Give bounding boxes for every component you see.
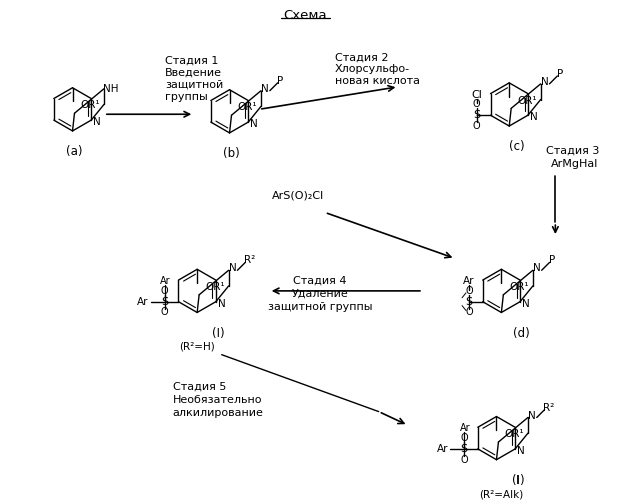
Text: ArS(O)₂Cl: ArS(O)₂Cl — [272, 190, 324, 200]
Text: Ar: Ar — [160, 276, 171, 286]
Text: OR¹: OR¹ — [205, 282, 225, 292]
Text: N: N — [261, 84, 269, 94]
Text: (I): (I) — [212, 326, 225, 340]
Text: Хлорсульфо-: Хлорсульфо- — [335, 64, 410, 74]
Text: S: S — [473, 110, 481, 120]
Text: Ar: Ar — [437, 444, 448, 454]
Text: (I): (I) — [512, 474, 524, 487]
Text: O: O — [465, 286, 473, 296]
Text: N: N — [517, 446, 525, 456]
Text: S: S — [161, 296, 168, 306]
Text: алкилирование: алкилирование — [173, 408, 263, 418]
Text: N: N — [93, 117, 101, 127]
Text: OR¹: OR¹ — [517, 96, 537, 106]
Text: (c): (c) — [509, 140, 525, 153]
Text: Стадия 5: Стадия 5 — [173, 382, 226, 392]
Text: (b): (b) — [223, 147, 240, 160]
Text: O: O — [465, 308, 473, 318]
Text: Стадия 2: Стадия 2 — [335, 52, 388, 62]
Text: OR¹: OR¹ — [504, 429, 524, 439]
Text: N: N — [541, 77, 548, 87]
Text: O: O — [460, 454, 468, 464]
Text: Введение: Введение — [165, 68, 222, 78]
Text: N: N — [218, 298, 225, 308]
Text: Удаление: Удаление — [291, 289, 348, 299]
Text: P: P — [557, 69, 563, 79]
Text: Ar: Ar — [463, 276, 474, 286]
Text: Стадия 4: Стадия 4 — [293, 276, 347, 286]
Text: S: S — [460, 444, 468, 454]
Text: защитной: защитной — [165, 80, 223, 90]
Text: O: O — [161, 308, 168, 318]
Text: O: O — [161, 286, 168, 296]
Text: ArMgHal: ArMgHal — [550, 160, 598, 170]
Text: (d): (d) — [512, 326, 529, 340]
Text: Cl: Cl — [471, 90, 483, 100]
Text: N: N — [229, 264, 237, 274]
Text: N: N — [250, 119, 258, 129]
Text: группы: группы — [165, 92, 207, 102]
Text: NH: NH — [103, 84, 119, 94]
Text: (R²=H): (R²=H) — [179, 342, 215, 352]
Text: P: P — [278, 76, 284, 86]
Text: OR¹: OR¹ — [237, 102, 257, 113]
Text: OR¹: OR¹ — [80, 100, 100, 110]
Text: Стадия 3: Стадия 3 — [545, 146, 599, 156]
Text: Ar: Ar — [137, 296, 149, 306]
Text: I: I — [517, 474, 520, 487]
Text: O: O — [473, 100, 481, 110]
Text: R²: R² — [543, 402, 554, 412]
Text: (a): (a) — [66, 145, 83, 158]
Text: Необязательно: Необязательно — [173, 395, 262, 405]
Text: Ar: Ar — [460, 424, 470, 434]
Text: O: O — [460, 433, 468, 443]
Text: Схема: Схема — [283, 8, 327, 22]
Text: N: N — [530, 112, 538, 122]
Text: N: N — [522, 298, 530, 308]
Text: (R²=Alk): (R²=Alk) — [479, 489, 524, 499]
Text: P: P — [550, 256, 556, 266]
Text: N: N — [528, 410, 536, 420]
Text: OR¹: OR¹ — [509, 282, 529, 292]
Text: защитной группы: защитной группы — [268, 302, 372, 312]
Text: N: N — [533, 264, 541, 274]
Text: R²: R² — [243, 256, 255, 266]
Text: Стадия 1: Стадия 1 — [165, 56, 218, 66]
Text: новая кислота: новая кислота — [335, 76, 420, 86]
Text: S: S — [465, 296, 473, 306]
Text: O: O — [473, 121, 481, 131]
